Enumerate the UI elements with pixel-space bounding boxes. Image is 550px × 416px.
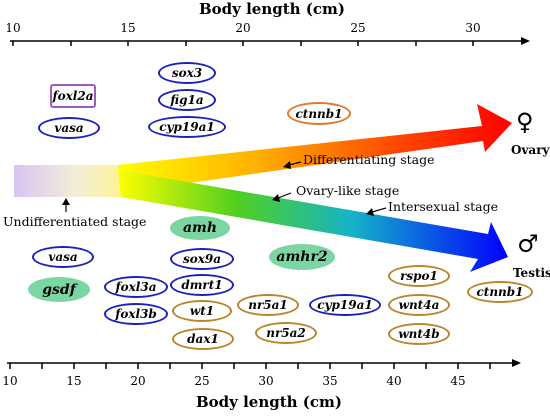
top-axis-ticks [12,41,474,46]
gene-ctnnb1-top-ellipse: ctnnb1 [287,102,351,125]
gene-wt1-ellipse: wt1 [172,300,232,322]
gene-amh-ellipse: amh [170,216,230,240]
bottom-axis-ticks [9,363,491,369]
gene-nr5a1-ellipse: nr5a1 [237,294,299,316]
gene-sox9a-ellipse: sox9a [170,248,234,270]
gene-wnt4b-ellipse: wnt4b [388,323,450,345]
gene-cyp19a1-top-ellipse: cyp19a1 [148,116,226,138]
bottom-tick-label: 30 [258,374,274,388]
gene-sox3-ellipse: sox3 [158,62,216,84]
gene-foxl2a-box: foxl2a [50,84,96,108]
gene-foxl3b-ellipse: foxl3b [104,303,168,325]
gene-dmrt1-ellipse: dmrt1 [170,274,234,296]
female-symbol-icon: ♀ [516,108,534,136]
differentiating-stage-label: Differentiating stage [303,152,435,167]
ovary-like-stage-label: Ovary-like stage [296,183,400,198]
top-tick-label: 30 [465,21,481,35]
male-symbol-icon: ♂ [517,230,539,258]
gene-amhr2-ellipse: amhr2 [269,244,335,270]
bottom-axis-arrowhead [512,359,521,367]
top-axis-title: Body length (cm) [199,0,346,18]
top-tick-label: 15 [120,21,136,35]
top-axis-arrowhead [521,37,530,45]
intersexual-stage-label: Intersexual stage [388,199,499,214]
bottom-axis-title: Body length (cm) [196,393,343,411]
bottom-tick-label: 15 [66,374,82,388]
gene-gsdf-ellipse: gsdf [28,277,90,302]
bottom-tick-label: 40 [386,374,402,388]
bottom-tick-label: 25 [194,374,210,388]
ovary-label: Ovary [511,143,550,157]
gene-wnt4a-ellipse: wnt4a [388,294,450,316]
top-tick-label: 20 [235,21,251,35]
gene-vasa-top-ellipse: vasa [38,117,100,139]
top-tick-label: 25 [350,21,366,35]
gene-dax1-ellipse: dax1 [172,328,234,350]
gene-rspo1-ellipse: rspo1 [388,265,450,287]
undifferentiated-stage-label: Undifferentiated stage [3,214,147,229]
ovary-arrow [118,104,512,192]
gene-foxl3a-ellipse: foxl3a [104,276,168,298]
stage-pointer-heads [62,161,374,216]
gene-vasa-bottom-ellipse: vasa [32,246,94,268]
testis-arrow [118,170,508,272]
undifferentiated-band [14,165,128,197]
testis-label: Testis [513,266,550,280]
bottom-tick-label: 45 [450,374,466,388]
bottom-tick-label: 35 [322,374,338,388]
bottom-tick-label: 20 [130,374,146,388]
gene-fig1a-ellipse: fig1a [158,89,216,111]
gene-cyp19a1-bottom-ellipse: cyp19a1 [309,294,381,316]
gene-ctnnb1-bottom-ellipse: ctnnb1 [467,281,533,303]
top-tick-label: 10 [5,21,21,35]
gene-nr5a2-ellipse: nr5a2 [255,322,317,344]
stage-pointers [65,161,387,213]
bottom-tick-label: 10 [2,374,18,388]
